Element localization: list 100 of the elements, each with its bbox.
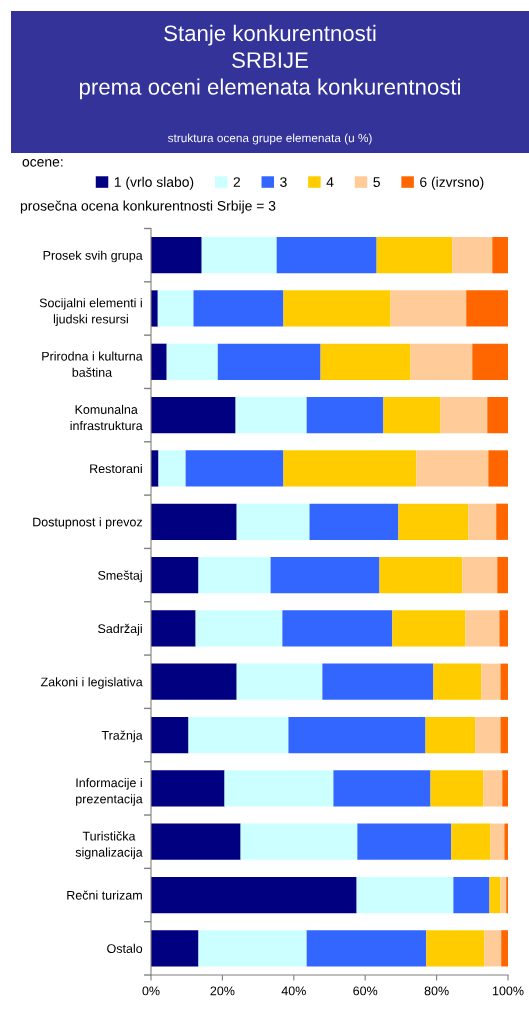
- bar: [500, 663, 508, 700]
- bar: [288, 716, 426, 754]
- bar: [475, 716, 501, 754]
- y-tick-label: Rečni turizam: [67, 890, 142, 900]
- y-tick-label: Prosek svih grupa: [43, 250, 143, 263]
- bar: [193, 290, 284, 327]
- bar: [440, 397, 488, 434]
- bar: [306, 397, 384, 434]
- bar: [151, 823, 241, 860]
- x-tick-label: 0%: [142, 986, 160, 996]
- chart-subtitle: struktura ocena grupe elemenata (u %): [167, 133, 372, 145]
- x-tick-label: 20%: [210, 986, 235, 996]
- bar: [398, 503, 469, 540]
- legend-label: 3: [280, 177, 287, 187]
- bar: [306, 930, 427, 967]
- bar: [452, 237, 493, 274]
- y-tick-label: Tražnja: [101, 730, 143, 743]
- bar: [158, 450, 186, 487]
- bar: [488, 450, 508, 487]
- legend-label: 1 (vrlo slabo): [114, 176, 194, 190]
- bar: [201, 237, 277, 274]
- bar: [283, 290, 391, 327]
- bar: [425, 716, 476, 754]
- bar: [430, 770, 484, 807]
- bar: [235, 397, 307, 434]
- bar: [151, 876, 357, 914]
- bar: [483, 770, 503, 807]
- legend-title: ocene:: [22, 159, 63, 167]
- bar: [185, 450, 284, 487]
- bar: [198, 930, 307, 967]
- y-tick-label: Dostupnost i prevoz: [33, 517, 143, 529]
- bar: [282, 610, 393, 647]
- y-tick-label: Restorani: [90, 463, 142, 474]
- bar: [390, 290, 467, 327]
- y-tick-label: Turistička signalizacija: [75, 831, 143, 860]
- bar: [195, 610, 283, 647]
- bar: [236, 503, 310, 540]
- x-tick-label: 100%: [492, 986, 524, 996]
- legend-label: 6 (izvrsno): [420, 176, 484, 190]
- x-tick-label: 40%: [281, 986, 306, 996]
- bar: [379, 556, 463, 594]
- bar: [276, 237, 377, 274]
- legend-label: 5: [373, 177, 380, 187]
- bar: [416, 450, 489, 487]
- bar: [490, 823, 505, 860]
- bar: [240, 823, 358, 860]
- bar: [481, 663, 501, 700]
- y-tick-label: Sadržaji: [98, 623, 142, 636]
- bar: [492, 237, 508, 274]
- bar: [496, 503, 508, 540]
- bar: [217, 343, 321, 380]
- x-tick-label: 60%: [353, 986, 378, 996]
- bar: [453, 876, 490, 914]
- bar: [500, 716, 508, 754]
- bar: [151, 770, 225, 807]
- bar: [451, 823, 491, 860]
- bar: [236, 663, 323, 700]
- bar: [151, 663, 237, 700]
- bar: [151, 290, 158, 327]
- bar: [502, 770, 508, 807]
- bar: [151, 556, 199, 594]
- bar: [472, 343, 508, 380]
- bar: [322, 663, 434, 700]
- bar: [151, 610, 196, 647]
- bar: [383, 397, 441, 434]
- bar: [465, 610, 500, 647]
- bar: [462, 556, 498, 594]
- bar: [151, 503, 237, 540]
- bar: [501, 930, 508, 967]
- bar: [270, 556, 380, 594]
- bar: [433, 663, 482, 700]
- bar: [426, 930, 485, 967]
- bar: [468, 503, 497, 540]
- bar: [376, 237, 453, 274]
- bar: [151, 716, 189, 754]
- y-tick-label: Prirodna i kulturna baština: [42, 351, 143, 377]
- bar: [151, 930, 199, 967]
- bar: [497, 556, 508, 594]
- bar: [333, 770, 431, 807]
- bar: [499, 610, 508, 647]
- bar: [151, 237, 202, 274]
- bar: [188, 716, 289, 754]
- bar: [157, 290, 194, 327]
- bar: [484, 930, 502, 967]
- y-tick-label: Zakoni i legislativa: [40, 677, 143, 689]
- bar: [489, 876, 501, 914]
- y-tick-label: Komunalna infrastruktura: [70, 404, 143, 431]
- bar: [357, 823, 452, 860]
- legend-label: 2: [233, 177, 240, 187]
- bar: [309, 503, 399, 540]
- y-tick-label: Smeštaj: [98, 570, 142, 583]
- bar: [224, 770, 334, 807]
- y-tick-label: Ostalo: [107, 943, 143, 953]
- x-tick-label: 80%: [424, 986, 449, 996]
- bar: [504, 823, 508, 860]
- bar: [392, 610, 466, 647]
- bar: [198, 556, 271, 594]
- bar: [356, 876, 454, 914]
- bar: [466, 290, 508, 327]
- legend-label: 4: [326, 177, 334, 187]
